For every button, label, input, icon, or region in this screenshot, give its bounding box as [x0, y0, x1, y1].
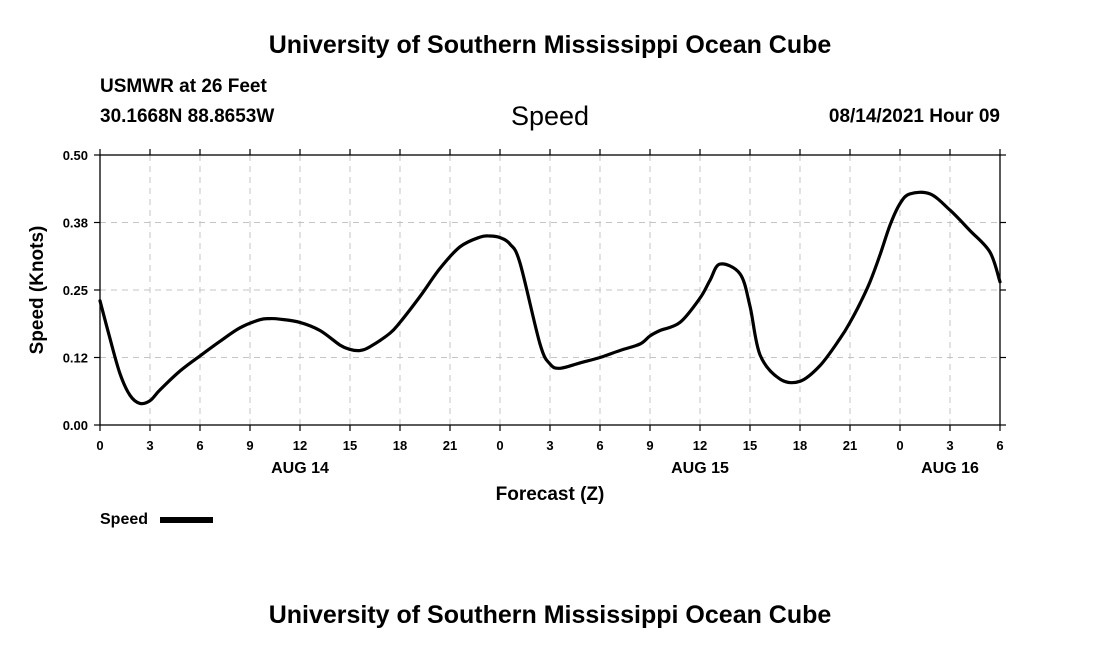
date-label: AUG 15 — [671, 460, 729, 477]
x-tick-label: 9 — [246, 438, 253, 453]
x-tick-label: 0 — [496, 438, 503, 453]
legend-label: Speed — [100, 511, 148, 528]
date-label: AUG 16 — [921, 460, 979, 477]
footer-title: University of Southern Mississippi Ocean… — [268, 601, 832, 629]
x-tick-label: 9 — [646, 438, 653, 453]
x-tick-label: 3 — [546, 438, 553, 453]
x-tick-label: 6 — [596, 438, 603, 453]
x-tick-label: 0 — [96, 438, 103, 453]
x-tick-label: 3 — [946, 438, 953, 453]
x-axis-ticks: 0 3 6 9 12 15 18 21 0 3 6 9 12 15 18 21 0 3 6 — [96, 149, 1004, 453]
x-tick-label: 15 — [743, 438, 757, 453]
y-tick-label: 0.00 — [63, 418, 88, 433]
chart-title: University of Southern Mississippi Ocean… — [268, 31, 832, 59]
y-tick-label: 0.38 — [63, 216, 88, 231]
grid-lines — [100, 155, 1000, 425]
y-tick-label: 0.50 — [63, 148, 88, 163]
x-tick-label: 12 — [693, 438, 707, 453]
x-tick-label: 21 — [443, 438, 457, 453]
x-tick-label: 15 — [343, 438, 357, 453]
y-axis-label: Speed (Knots) — [27, 226, 48, 355]
x-tick-label: 0 — [896, 438, 903, 453]
speed-series-line — [98, 190, 1002, 406]
datetime-label: 08/14/2021 Hour 09 — [828, 106, 1000, 127]
y-tick-label: 0.25 — [63, 283, 88, 298]
x-tick-label: 18 — [393, 438, 407, 453]
x-tick-label: 18 — [793, 438, 807, 453]
y-tick-label: 0.12 — [63, 351, 88, 366]
date-label: AUG 14 — [271, 460, 329, 477]
x-tick-label: 6 — [196, 438, 203, 453]
coordinates-label: 30.1668N 88.8653W — [100, 106, 275, 127]
x-tick-label: 6 — [996, 438, 1003, 453]
y-axis-ticks: 0.00 0.12 0.25 0.38 0.50 — [63, 148, 1006, 433]
variable-label: Speed — [510, 101, 590, 131]
x-tick-label: 21 — [843, 438, 857, 453]
date-labels: AUG 14 AUG 15 AUG 16 — [271, 460, 979, 477]
legend-swatch — [160, 517, 213, 523]
plot-frame — [99, 154, 1001, 426]
x-axis-label: Forecast (Z) — [496, 484, 605, 505]
station-label: USMWR at 26 Feet — [100, 76, 267, 97]
x-tick-label: 3 — [146, 438, 153, 453]
x-tick-label: 12 — [293, 438, 307, 453]
